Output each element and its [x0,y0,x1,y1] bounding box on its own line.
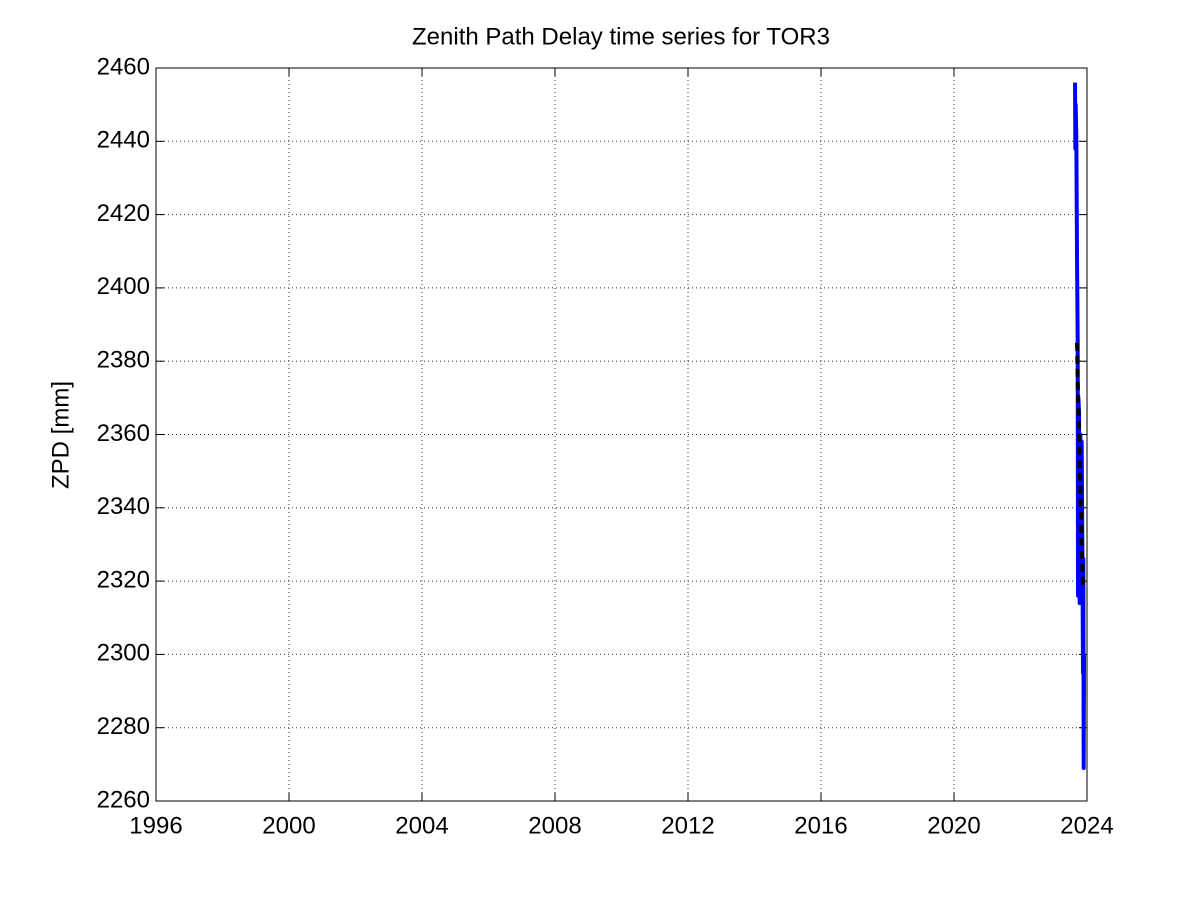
x-tick-label: 2000 [262,812,315,839]
axes-box [155,67,1088,802]
y-tick-label: 2460 [97,53,150,80]
data-line [1075,342,1086,589]
x-tick-label: 2012 [661,812,714,839]
y-tick-label: 2300 [97,640,150,667]
y-tick-label: 2320 [97,566,150,593]
x-tick-label: 1996 [129,812,182,839]
y-tick-label: 2420 [97,200,150,227]
y-axis-label: ZPD [mm] [47,381,74,489]
y-tick-label: 2400 [97,273,150,300]
x-tick-label: 2004 [395,812,448,839]
y-tick-label: 2260 [97,786,150,813]
x-tick-label: 2020 [927,812,980,839]
y-tick-label: 2280 [97,713,150,740]
y-tick-label: 2340 [97,493,150,520]
chart-title: Zenith Path Delay time series for TOR3 [412,23,830,50]
x-tick-label: 2024 [1060,812,1113,839]
x-tick-label: 2016 [794,812,847,839]
y-tick-label: 2380 [97,347,150,374]
x-tick-label: 2008 [528,812,581,839]
y-tick-label: 2440 [97,127,150,154]
y-tick-label: 2360 [97,420,150,447]
